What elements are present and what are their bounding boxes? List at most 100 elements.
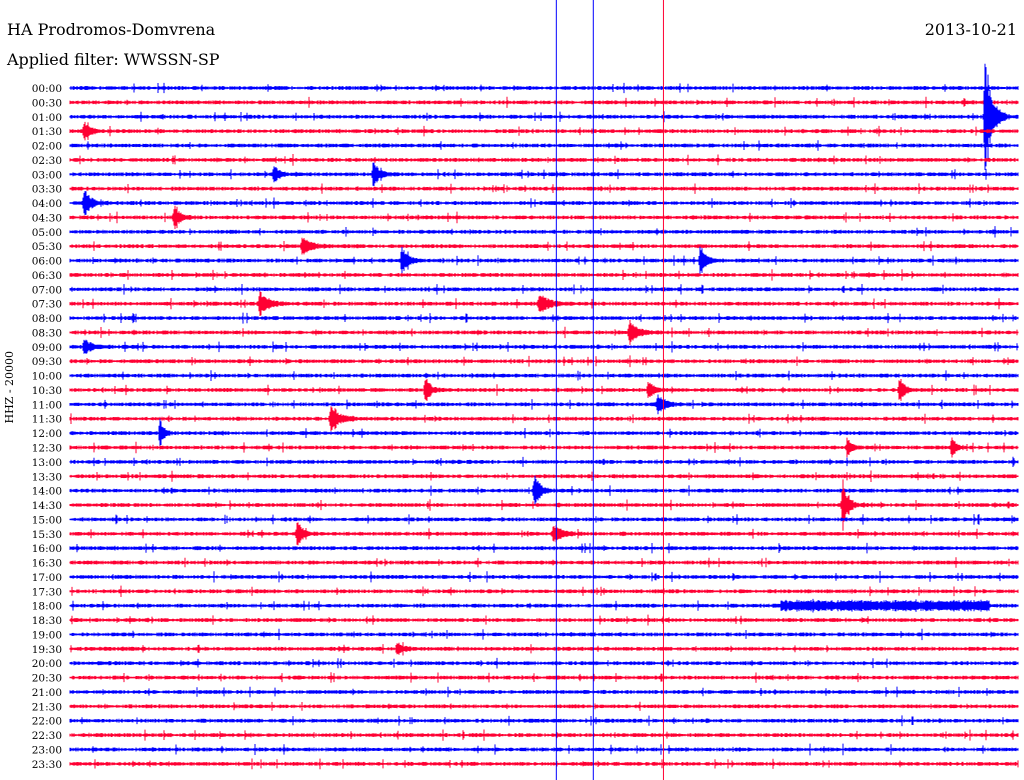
- row-label: 23:00: [32, 744, 62, 756]
- row-label: 10:00: [32, 371, 62, 383]
- row-label: 22:00: [32, 716, 62, 728]
- trace-row: [69, 154, 1019, 166]
- row-label: 19:00: [32, 629, 62, 641]
- row-label: 12:30: [32, 443, 62, 455]
- row-label: 13:30: [32, 471, 62, 483]
- row-label: 08:00: [32, 313, 62, 325]
- trace-row: [69, 437, 1019, 458]
- trace-row: [69, 470, 1019, 482]
- date-label: 2013-10-21: [924, 20, 1017, 39]
- row-label: 05:00: [32, 227, 62, 239]
- row-label: 01:30: [32, 126, 62, 138]
- row-label: 11:00: [32, 399, 62, 411]
- trace-row: [69, 729, 1019, 741]
- trace-row: [69, 339, 1019, 354]
- trace-row: [69, 628, 1019, 641]
- row-label: 04:30: [32, 212, 62, 224]
- trace-row: [69, 406, 1019, 431]
- row-label: 07:00: [32, 284, 62, 296]
- row-label: 02:30: [32, 155, 62, 167]
- row-label: 04:00: [32, 198, 62, 210]
- row-label: 18:30: [32, 615, 62, 627]
- row-label: 22:30: [32, 730, 62, 742]
- trace-row: [69, 522, 1019, 546]
- row-label: 07:30: [32, 299, 62, 311]
- row-label: 06:00: [32, 256, 62, 268]
- trace-row: [69, 514, 1019, 525]
- trace-row: [69, 456, 1019, 467]
- trace-row: [69, 312, 1019, 324]
- trace-row: [69, 82, 1019, 94]
- trace-row: [69, 686, 1019, 698]
- trace-row: [69, 246, 1019, 275]
- trace-row: [69, 96, 1019, 109]
- row-label: 23:30: [32, 759, 62, 771]
- trace-row: [69, 598, 1019, 613]
- row-label: 10:30: [32, 385, 62, 397]
- row-label: 09:30: [32, 356, 62, 368]
- row-label: 20:00: [32, 658, 62, 670]
- trace-row: [69, 191, 1019, 215]
- row-label: 19:30: [32, 644, 62, 656]
- row-label: 18:00: [32, 601, 62, 613]
- trace-row: [69, 701, 1019, 711]
- trace-row: [69, 614, 1019, 626]
- trace-row: [69, 571, 1019, 583]
- trace-row: [69, 162, 1019, 186]
- trace-row: [69, 557, 1019, 568]
- station-title: HA Prodromos-Domvrena: [7, 20, 216, 39]
- row-label: 20:30: [32, 673, 62, 685]
- row-label: 02:00: [32, 141, 62, 153]
- row-label: 09:00: [32, 342, 62, 354]
- trace-row: [69, 418, 1019, 448]
- trace-row: [69, 479, 1019, 531]
- trace-row: [69, 758, 1019, 770]
- trace-row: [69, 291, 1019, 316]
- row-label: 03:30: [32, 184, 62, 196]
- row-label: 17:30: [32, 586, 62, 598]
- row-label: 12:00: [32, 428, 62, 440]
- trace-row: [69, 237, 1019, 255]
- trace-row: [69, 475, 1019, 506]
- trace-row: [69, 370, 1019, 381]
- row-label: 15:00: [32, 514, 62, 526]
- row-label: 00:00: [32, 83, 62, 95]
- trace-row: [69, 743, 1019, 756]
- seismic-traces: [69, 63, 1019, 770]
- row-label: 15:30: [32, 529, 62, 541]
- vertical-time-markers: [555, 0, 664, 780]
- row-label: 08:30: [32, 327, 62, 339]
- trace-row: [69, 284, 1019, 295]
- trace-row: [69, 672, 1019, 683]
- trace-row: [69, 379, 1019, 401]
- row-label: 21:30: [32, 701, 62, 713]
- row-label: 14:00: [32, 486, 62, 498]
- row-label: 16:30: [32, 558, 62, 570]
- row-label: 14:30: [32, 500, 62, 512]
- trace-row: [69, 715, 1019, 727]
- trace-row: [69, 642, 1019, 656]
- row-label: 16:00: [32, 543, 62, 555]
- row-label: 06:30: [32, 270, 62, 282]
- row-time-labels: 00:00 00:30 01:00 01:30 02:00 02:30 03:00 03:30…: [32, 83, 62, 771]
- row-label: 05:30: [32, 241, 62, 253]
- trace-row: [69, 63, 1019, 170]
- y-axis-label: HHZ - 20000: [3, 350, 16, 424]
- row-label: 11:30: [32, 414, 62, 426]
- trace-row: [69, 226, 1019, 238]
- trace-row: [69, 205, 1019, 229]
- row-label: 17:00: [32, 572, 62, 584]
- row-label: 03:00: [32, 169, 62, 181]
- trace-row: [69, 394, 1019, 415]
- trace-row: [69, 657, 1019, 669]
- trace-row: [69, 585, 1019, 597]
- trace-row: [69, 140, 1019, 151]
- row-label: 21:00: [32, 687, 62, 699]
- trace-row: [69, 320, 1019, 345]
- row-label: 01:00: [32, 112, 62, 124]
- trace-row: [69, 542, 1019, 554]
- trace-row: [69, 183, 1019, 194]
- filter-label: Applied filter: WWSSN-SP: [7, 50, 220, 69]
- row-label: 00:30: [32, 97, 62, 109]
